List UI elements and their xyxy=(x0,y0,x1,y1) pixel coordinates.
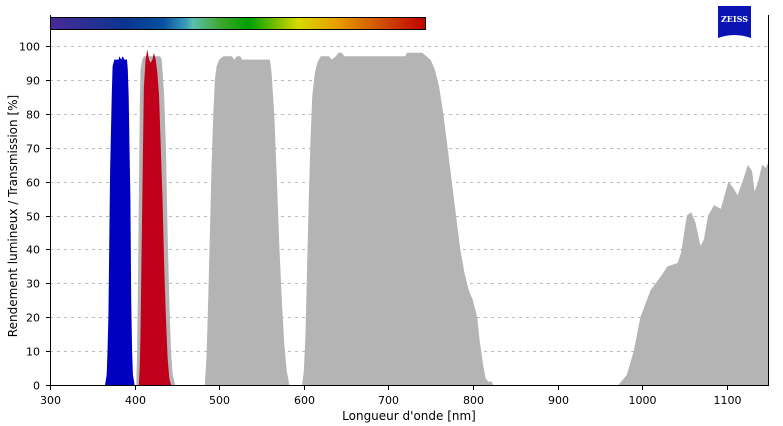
series-area-2 xyxy=(302,52,494,386)
x-tick-label: 1100 xyxy=(714,394,742,407)
series-area-1 xyxy=(204,56,290,385)
y-tick-label: 60 xyxy=(26,177,40,190)
x-axis-label: Longueur d'onde [nm] xyxy=(342,409,476,423)
x-tick-label: 400 xyxy=(125,394,146,407)
x-tick-label: 300 xyxy=(40,394,61,407)
spectrum-color-bar xyxy=(50,17,426,30)
x-tick-label: 700 xyxy=(378,394,399,407)
y-tick-label: 30 xyxy=(26,278,40,291)
series-areas xyxy=(104,49,769,386)
x-tick-label: 900 xyxy=(548,394,569,407)
y-tick-label: 20 xyxy=(26,312,40,325)
y-tick-label: 90 xyxy=(26,75,40,88)
y-tick-label: 70 xyxy=(26,143,40,156)
series-area-5 xyxy=(138,49,171,386)
x-tick-label: 800 xyxy=(463,394,484,407)
y-tick-label: 100 xyxy=(19,41,40,54)
y-tick-label: 80 xyxy=(26,109,40,122)
y-tick-label: 10 xyxy=(26,346,40,359)
y-tick-label: 40 xyxy=(26,244,40,257)
series-area-3 xyxy=(618,161,769,385)
y-tick-label: 50 xyxy=(26,211,40,224)
y-axis-label: Rendement lumineux / Transmission [%] xyxy=(6,95,20,337)
x-tick-label: 600 xyxy=(294,394,315,407)
x-tick-label: 1000 xyxy=(629,394,657,407)
svg-text:ZEISS: ZEISS xyxy=(721,14,748,24)
y-tick-label: 0 xyxy=(33,380,40,393)
series-area-4 xyxy=(104,56,135,385)
x-tick-label: 500 xyxy=(209,394,230,407)
zeiss-logo: ZEISS xyxy=(718,6,751,38)
